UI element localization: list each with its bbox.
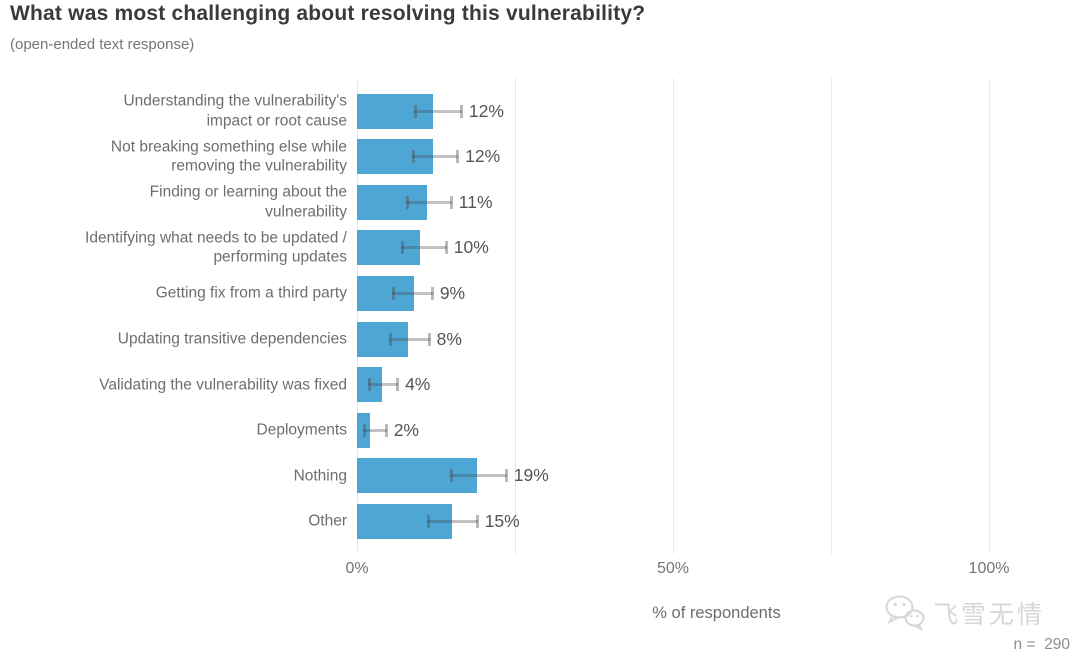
- value-label: 9%: [439, 282, 466, 303]
- category-label: Validating the vulnerability was fixed: [99, 375, 347, 393]
- category-label: Deployments: [256, 421, 347, 439]
- bar: [357, 367, 383, 403]
- category-label: Updating transitive dependencies: [117, 330, 347, 348]
- error-bar: [388, 337, 430, 341]
- gridline: [989, 78, 990, 554]
- error-bar-cap-high: [396, 378, 400, 392]
- bar: [357, 275, 414, 311]
- bar: [357, 184, 427, 220]
- error-bar-cap-low: [449, 469, 453, 483]
- error-bar: [391, 291, 433, 295]
- gridline: [515, 78, 516, 554]
- value-label: 12%: [465, 146, 501, 167]
- category-label: Other: [308, 512, 347, 530]
- watermark-text: 飞雪无情: [933, 600, 1046, 629]
- bar-row: 10%: [357, 230, 1076, 266]
- gridline: [673, 78, 674, 554]
- bar: [357, 412, 370, 448]
- error-bar: [427, 519, 478, 523]
- value-label: 8%: [436, 328, 462, 349]
- error-bar-cap-low: [388, 332, 392, 346]
- bar-row: 19%: [357, 458, 1076, 494]
- value-label: 12%: [468, 100, 504, 121]
- bar: [357, 458, 478, 494]
- bar-row: 12%: [357, 139, 1076, 175]
- bar: [357, 503, 452, 539]
- bar: [357, 93, 433, 129]
- error-bar: [401, 246, 447, 250]
- plot-area: 12% 12% 11% 10% 9% 8% 4% 2% 19% 15%: [357, 76, 1076, 554]
- error-bar-cap-low: [391, 286, 395, 300]
- bar-row: 15%: [357, 503, 1076, 539]
- error-bar-cap-high: [430, 286, 434, 300]
- error-bar: [449, 474, 507, 478]
- value-label: 4%: [405, 374, 431, 395]
- bar-row: 2%: [357, 412, 1076, 448]
- error-bar: [413, 109, 462, 113]
- x-tick-label: 50%: [656, 560, 690, 577]
- value-label: 19%: [513, 465, 549, 486]
- bar-row: 4%: [357, 367, 1076, 403]
- chart-title: What was most challenging about resolvin…: [10, 2, 646, 25]
- bar-row: 11%: [357, 184, 1076, 220]
- error-bar-cap-high: [444, 241, 448, 255]
- x-axis-label: % of respondents: [652, 604, 781, 622]
- category-label: Nothing: [293, 467, 347, 485]
- category-label: Finding or learning about the vulnerabil…: [149, 183, 347, 221]
- error-bar-cap-high: [456, 150, 460, 164]
- error-bar-cap-low: [413, 104, 417, 118]
- category-label: Understanding the vulnerability's impact…: [123, 92, 347, 130]
- error-bar-cap-high: [459, 104, 463, 118]
- error-bar: [406, 200, 452, 204]
- error-bar: [411, 155, 459, 159]
- sample-size-note: n = 290: [1013, 636, 1070, 653]
- error-bar: [367, 383, 399, 387]
- bar-row: 12%: [357, 93, 1076, 129]
- gridline: [831, 78, 832, 554]
- error-bar-cap-low: [363, 423, 367, 437]
- category-label: Identifying what needs to be updated / p…: [85, 229, 347, 266]
- gridline: [357, 78, 358, 554]
- value-label: 10%: [453, 237, 489, 258]
- bar-row: 8%: [357, 321, 1076, 357]
- category-label: Getting fix from a third party: [155, 284, 347, 302]
- watermark: 飞雪无情: [884, 594, 1045, 631]
- bar: [357, 321, 408, 357]
- error-bar-cap-high: [504, 469, 508, 483]
- bar: [357, 139, 433, 175]
- wechat-icon: [885, 595, 925, 631]
- error-bar: [363, 428, 387, 432]
- value-label: 2%: [393, 419, 419, 440]
- error-bar-cap-high: [475, 514, 479, 528]
- x-tick-label: 100%: [968, 560, 1010, 577]
- error-bar-cap-low: [406, 195, 410, 209]
- error-bar-cap-low: [411, 150, 415, 164]
- error-bar-cap-low: [401, 241, 405, 255]
- error-bar-cap-high: [427, 332, 431, 346]
- value-label: 15%: [484, 510, 520, 531]
- error-bar-cap-low: [367, 378, 371, 392]
- x-tick-label: 0%: [345, 560, 369, 577]
- category-label: Not breaking something else while removi…: [110, 138, 347, 175]
- value-label: 11%: [458, 191, 493, 212]
- error-bar-cap-high: [384, 423, 388, 437]
- bar: [357, 230, 421, 266]
- chart-subtitle: (open-ended text response): [10, 36, 195, 53]
- error-bar-cap-low: [427, 514, 431, 528]
- error-bar-cap-high: [449, 195, 453, 209]
- bar-row: 9%: [357, 275, 1076, 311]
